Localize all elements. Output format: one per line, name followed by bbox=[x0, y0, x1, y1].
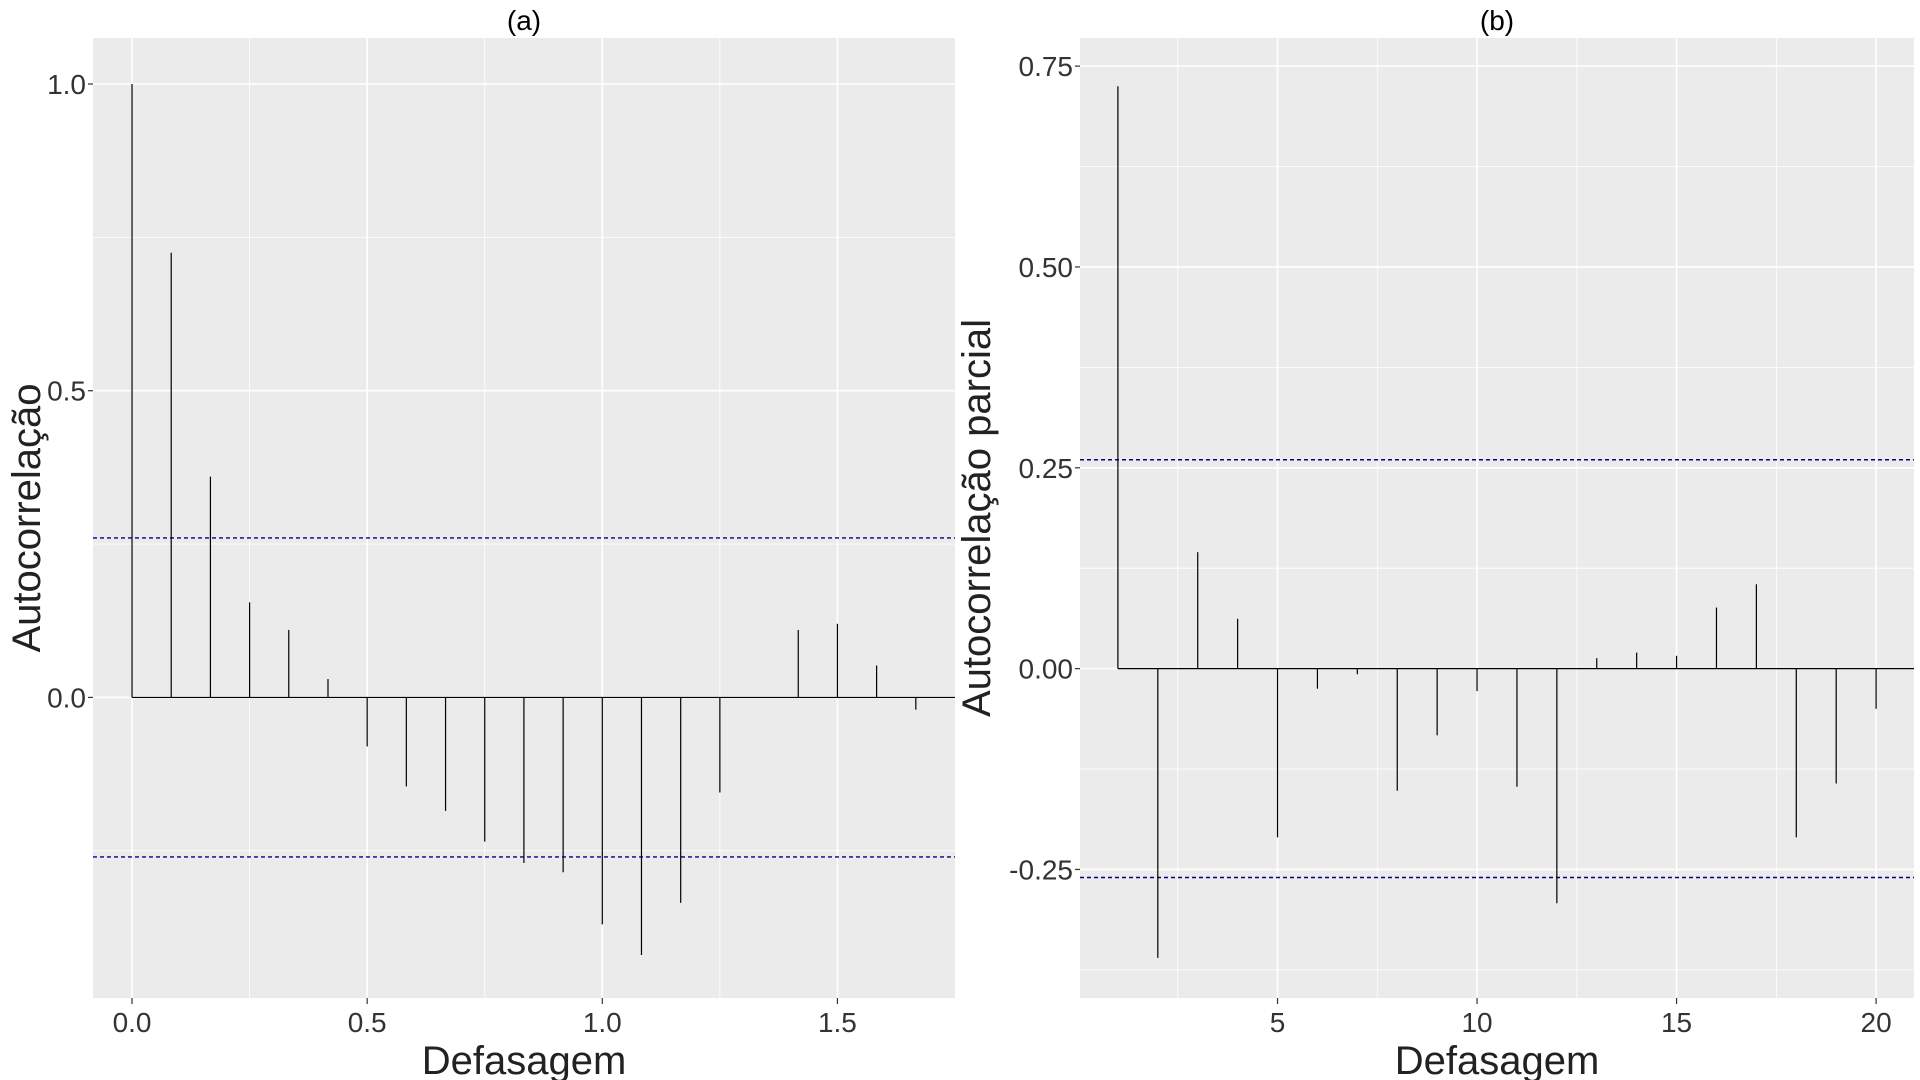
plot-panel-background bbox=[1080, 38, 1914, 998]
x-tick-label: 10 bbox=[1461, 1007, 1492, 1038]
y-tick-label: -0.25 bbox=[1009, 854, 1073, 885]
y-tick-label: 0.75 bbox=[1019, 51, 1074, 82]
x-axis-label: Defasagem bbox=[1395, 1039, 1600, 1080]
x-tick-label: 15 bbox=[1661, 1007, 1692, 1038]
y-tick-label: 1.0 bbox=[47, 69, 86, 100]
x-tick-label: 5 bbox=[1270, 1007, 1286, 1038]
y-tick-label: 0.5 bbox=[47, 376, 86, 407]
panel-title: (a) bbox=[507, 5, 541, 36]
x-tick-label: 20 bbox=[1861, 1007, 1892, 1038]
x-tick-label: 0.0 bbox=[113, 1007, 152, 1038]
x-tick-label: 0.5 bbox=[348, 1007, 387, 1038]
chart-panel-a: 0.0 0.5 1.0 1.5 0.0 0.5 1.0 (a) Defasagem Autocor… bbox=[5, 5, 955, 1080]
panel-title: (b) bbox=[1480, 5, 1514, 36]
y-tick-label: 0.50 bbox=[1019, 252, 1074, 283]
y-tick-label: 0.25 bbox=[1019, 453, 1074, 484]
x-tick-label: 1.0 bbox=[583, 1007, 622, 1038]
x-axis-label: Defasagem bbox=[422, 1039, 627, 1080]
x-tick-label: 1.5 bbox=[818, 1007, 857, 1038]
chart-panel-b: 5 10 15 20 -0.25 0.00 0.25 0.50 0.75 (b) Defasagem… bbox=[955, 5, 1914, 1080]
y-axis-label: Autocorrelação parcial bbox=[955, 319, 999, 717]
y-axis-label: Autocorrelação bbox=[5, 383, 49, 652]
y-tick-label: 0.0 bbox=[47, 682, 86, 713]
y-tick-label: 0.00 bbox=[1019, 654, 1074, 685]
